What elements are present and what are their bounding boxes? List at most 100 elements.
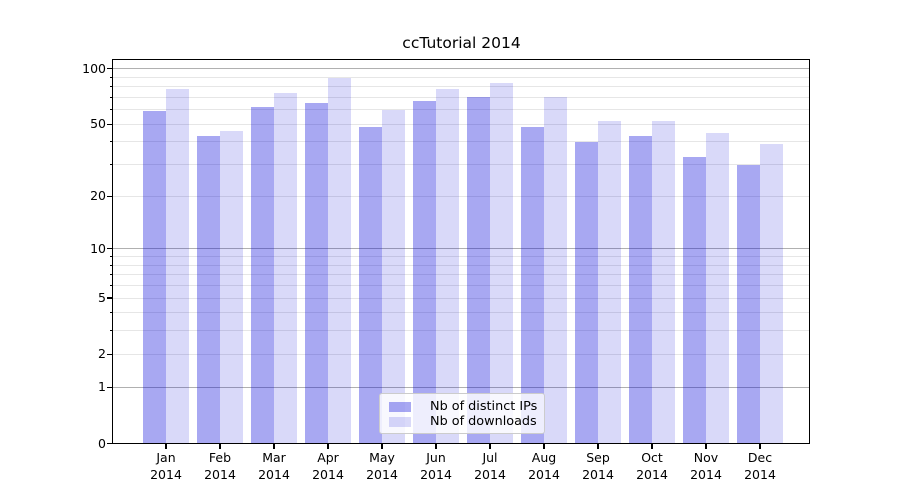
y-minor-tick-mark-70 <box>110 96 113 98</box>
legend-item-downloads: Nb of downloads <box>389 414 537 429</box>
x-tick-label-jun: Jun 2014 <box>420 450 452 482</box>
bar-jan-downloads <box>166 88 189 444</box>
x-tick-label-sep: Sep 2014 <box>582 450 614 482</box>
y-minor-tick-mark-30 <box>110 164 113 166</box>
y-minor-tick-mark-80 <box>110 86 113 88</box>
x-tick-label-apr: Apr 2014 <box>312 450 344 482</box>
x-tick-label-jan: Jan 2014 <box>150 450 182 482</box>
gridline-7 <box>113 274 810 276</box>
gridline-60 <box>113 109 810 111</box>
y-minor-tick-mark-8 <box>110 264 113 266</box>
y-minor-tick-mark-7 <box>110 274 113 276</box>
bar-feb-distinct-ips <box>197 136 220 444</box>
gridline-3 <box>113 330 810 332</box>
chart-title: ccTutorial 2014 <box>402 34 521 52</box>
bar-jun-distinct-ips <box>413 100 436 444</box>
y-tick-label-10: 10 <box>90 240 106 256</box>
x-tick-mark-jan <box>165 444 167 449</box>
gridline-90 <box>113 76 810 78</box>
x-tick-mark-may <box>381 444 383 449</box>
gridline-80 <box>113 86 810 88</box>
x-tick-label-mar: Mar 2014 <box>258 450 290 482</box>
y-tick-label-20: 20 <box>90 188 106 204</box>
y-minor-tick-mark-40 <box>110 141 113 143</box>
y-tick-mark-100 <box>107 68 113 70</box>
bar-aug-downloads <box>544 97 567 444</box>
gridline-30 <box>113 164 810 166</box>
x-tick-mark-dec <box>759 444 761 449</box>
bar-apr-downloads <box>328 78 351 444</box>
bar-dec-distinct-ips <box>737 164 760 444</box>
bar-jul-downloads <box>490 82 513 444</box>
x-tick-mark-aug <box>543 444 545 449</box>
bar-mar-distinct-ips <box>251 107 274 444</box>
y-minor-tick-mark-3 <box>110 330 113 332</box>
legend-swatch-downloads <box>389 416 411 427</box>
y-tick-mark-10 <box>107 248 113 250</box>
bar-jan-distinct-ips <box>143 111 166 444</box>
bar-oct-distinct-ips <box>629 136 652 444</box>
plot-area-border <box>112 59 810 444</box>
bar-apr-distinct-ips <box>305 103 328 444</box>
gridline-50 <box>113 123 810 125</box>
bar-may-distinct-ips <box>359 127 382 444</box>
x-tick-mark-jul <box>489 444 491 449</box>
legend-label-downloads: Nb of downloads <box>430 414 537 429</box>
bar-sep-downloads <box>598 121 621 444</box>
bar-jun-downloads <box>436 88 459 444</box>
y-minor-tick-mark-6 <box>110 284 113 286</box>
x-tick-mark-nov <box>705 444 707 449</box>
x-tick-label-oct: Oct 2014 <box>636 450 668 482</box>
gridline-6 <box>113 284 810 286</box>
gridline-1 <box>113 386 810 388</box>
y-tick-label-0: 0 <box>98 435 106 451</box>
y-minor-tick-mark-9 <box>110 256 113 258</box>
legend-item-distinct-ips: Nb of distinct IPs <box>389 399 538 414</box>
gridline-9 <box>113 256 810 258</box>
gridline-8 <box>113 264 810 266</box>
gridline-10 <box>113 248 810 250</box>
bar-nov-distinct-ips <box>683 157 706 444</box>
x-tick-label-may: May 2014 <box>366 450 398 482</box>
legend: Nb of distinct IPs Nb of downloads <box>379 393 545 434</box>
bar-nov-downloads <box>706 132 729 444</box>
y-tick-mark-50 <box>107 123 113 125</box>
y-minor-tick-mark-60 <box>110 109 113 111</box>
legend-label-distinct-ips: Nb of distinct IPs <box>430 399 538 414</box>
x-tick-mark-oct <box>651 444 653 449</box>
y-tick-label-5: 5 <box>98 290 106 305</box>
gridline-2 <box>113 353 810 355</box>
legend-swatch-distinct-ips <box>389 401 411 412</box>
y-tick-label-2: 2 <box>98 346 106 362</box>
x-tick-label-aug: Aug 2014 <box>528 450 560 482</box>
y-minor-tick-mark-4 <box>110 312 113 314</box>
y-tick-label-100: 100 <box>82 60 106 76</box>
x-tick-mark-apr <box>327 444 329 449</box>
y-tick-mark-5 <box>107 297 113 299</box>
y-tick-label-1: 1 <box>98 379 106 395</box>
x-tick-mark-sep <box>597 444 599 449</box>
y-tick-mark-0 <box>107 442 113 445</box>
gridline-100 <box>113 68 810 70</box>
gridline-5 <box>113 297 810 299</box>
bar-jul-distinct-ips <box>467 97 490 444</box>
gridline-70 <box>113 96 810 98</box>
bar-aug-distinct-ips <box>521 127 544 444</box>
bar-oct-downloads <box>652 121 675 444</box>
bar-mar-downloads <box>274 92 297 444</box>
y-tick-mark-1 <box>107 386 113 388</box>
gridline-40 <box>113 141 810 143</box>
bar-may-downloads <box>382 109 405 444</box>
y-tick-mark-2 <box>107 353 113 355</box>
x-tick-label-dec: Dec 2014 <box>744 450 776 482</box>
bar-feb-downloads <box>220 130 243 444</box>
x-tick-label-feb: Feb 2014 <box>204 450 236 482</box>
x-tick-mark-feb <box>219 444 221 449</box>
x-tick-mark-jun <box>435 444 437 449</box>
x-tick-mark-mar <box>273 444 275 449</box>
y-tick-label-50: 50 <box>90 116 106 132</box>
gridline-4 <box>113 312 810 314</box>
bar-dec-downloads <box>760 143 783 444</box>
y-tick-mark-20 <box>107 195 113 197</box>
